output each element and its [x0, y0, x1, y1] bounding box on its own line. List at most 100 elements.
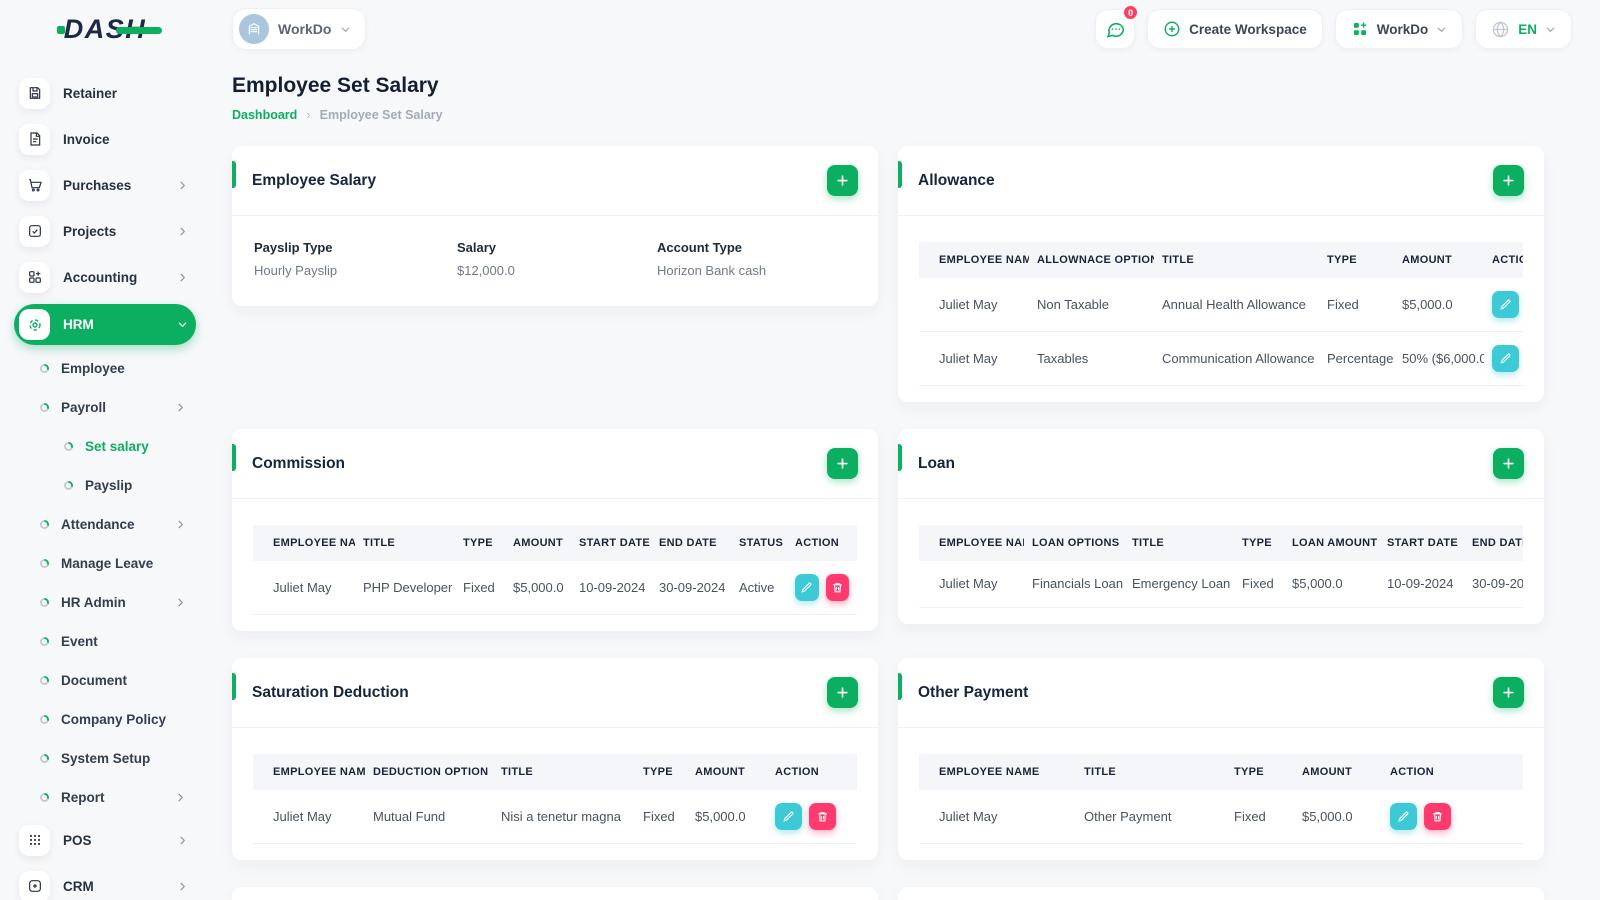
add-loan-button[interactable]	[1493, 448, 1524, 479]
sidebar-item-retainer[interactable]: Retainer	[14, 70, 196, 116]
sidebar-item-system-setup[interactable]: System Setup	[14, 739, 196, 778]
sidebar-item-document[interactable]: Document	[14, 661, 196, 700]
column-header: ACTION	[767, 754, 857, 790]
cell: Non Taxable	[1029, 278, 1154, 332]
sidebar-item-label: System Setup	[61, 751, 151, 766]
sidebar-item-label: Invoice	[63, 131, 110, 147]
workspace-selector[interactable]: WorkDo	[232, 8, 367, 50]
column-header: TITLE	[1124, 525, 1234, 561]
language-selector[interactable]: EN	[1475, 9, 1572, 49]
sidebar-item-pos[interactable]: POS	[14, 817, 196, 863]
breadcrumb-current: Employee Set Salary	[319, 107, 443, 122]
chat-icon	[1106, 22, 1124, 38]
sidebar-item-payroll[interactable]: Payroll	[14, 388, 196, 427]
plus-icon	[1503, 458, 1514, 469]
bullet-icon	[40, 520, 49, 529]
chevron-right-icon	[177, 272, 188, 283]
table-row: Juliet May Taxables Communication Allowanc…	[919, 331, 1523, 386]
delete-button[interactable]	[1424, 803, 1451, 830]
sidebar-item-event[interactable]: Event	[14, 622, 196, 661]
sidebar-item-manage-leave[interactable]: Manage Leave	[14, 544, 196, 583]
delete-button[interactable]	[825, 574, 849, 601]
bullet-icon	[40, 403, 49, 412]
card-title: Commission	[252, 454, 346, 472]
column-header: TITLE	[1154, 242, 1319, 278]
cell: $5,000.0	[505, 561, 571, 615]
cart-icon	[19, 169, 50, 201]
plus-icon	[1503, 687, 1514, 698]
column-header: DEDUCTION OPTION	[365, 754, 493, 790]
check-square-icon	[19, 215, 50, 247]
breadcrumb-dashboard-link[interactable]: Dashboard	[232, 107, 298, 122]
delete-button[interactable]	[809, 803, 836, 830]
add-allowance-button[interactable]	[1493, 165, 1524, 196]
messages-button[interactable]: 0	[1095, 4, 1140, 49]
breadcrumb-separator: ›	[306, 107, 311, 122]
employee-salary-card: Employee Salary Payslip Type Hourly Pays…	[232, 146, 878, 306]
cell: PHP Developer	[355, 561, 455, 615]
column-header: AMOUNT	[687, 754, 767, 790]
column-header: STATUS	[731, 525, 787, 561]
sidebar-item-accounting[interactable]: Accounting	[14, 254, 196, 300]
app-logo[interactable]: DASH	[0, 14, 210, 45]
sidebar-item-label: POS	[63, 832, 92, 848]
cell: Percentage	[1319, 331, 1394, 386]
workspace-menu-button[interactable]: WorkDo	[1334, 9, 1464, 49]
add-employee-salary-button[interactable]	[827, 165, 858, 196]
bullet-icon	[40, 793, 49, 802]
edit-button[interactable]	[795, 574, 819, 601]
edit-button[interactable]	[1390, 803, 1417, 830]
chevron-down-icon	[340, 24, 351, 35]
create-workspace-button[interactable]: Create Workspace	[1147, 9, 1323, 49]
cell: Financials Loan	[1024, 561, 1124, 608]
sidebar-item-set-salary[interactable]: Set salary	[14, 427, 196, 466]
company-contribution-card: Company Contribution	[898, 887, 1544, 900]
cell: Annual Health Allowance	[1154, 278, 1319, 332]
add-commission-button[interactable]	[827, 448, 858, 479]
invoice-icon	[19, 123, 50, 155]
bullet-icon	[64, 442, 73, 451]
edit-button[interactable]	[775, 803, 802, 830]
table-row: Juliet May Other Payment Fixed $5,000.0	[919, 790, 1523, 844]
edit-button[interactable]	[1492, 345, 1519, 372]
sidebar-item-label: Payroll	[61, 400, 107, 415]
add-saturation-deduction-button[interactable]	[827, 677, 858, 708]
sidebar-item-attendance[interactable]: Attendance	[14, 505, 196, 544]
globe-icon	[1492, 20, 1509, 38]
workspace-menu-label: WorkDo	[1376, 21, 1429, 37]
cell: Fixed	[1319, 278, 1394, 332]
chevron-right-icon	[177, 180, 188, 191]
cell: $5,000.0	[1294, 790, 1382, 844]
sidebar-item-purchases[interactable]: Purchases	[14, 162, 196, 208]
cell: Fixed	[455, 561, 505, 615]
chat-badge: 0	[1122, 4, 1140, 21]
sidebar-item-projects[interactable]: Projects	[14, 208, 196, 254]
field-value: Hourly Payslip	[254, 263, 338, 278]
column-header: TYPE	[1234, 525, 1284, 561]
sidebar-item-label: Employee	[61, 361, 125, 376]
sidebar-item-company-policy[interactable]: Company Policy	[14, 700, 196, 739]
sidebar-item-label: Company Policy	[61, 712, 167, 727]
column-header: TYPE	[635, 754, 687, 790]
column-header: TITLE	[355, 525, 455, 561]
column-header: EMPLOYEE NAME	[919, 242, 1029, 278]
breadcrumb: Dashboard › Employee Set Salary	[232, 107, 1544, 122]
column-header: TITLE	[493, 754, 635, 790]
sidebar-item-report[interactable]: Report	[14, 778, 196, 817]
sidebar-item-employee[interactable]: Employee	[14, 349, 196, 388]
allowance-table: EMPLOYEE NAMEALLOWNACE OPTIONTITLETYPEAM…	[919, 242, 1523, 386]
sidebar-item-hr-admin[interactable]: HR Admin	[14, 583, 196, 622]
sidebar-item-payslip[interactable]: Payslip	[14, 466, 196, 505]
add-other-payment-button[interactable]	[1493, 677, 1524, 708]
table-row: Juliet May Financials Loan Emergency Loan F…	[919, 561, 1523, 608]
cell: Juliet May	[253, 561, 355, 615]
chevron-right-icon	[175, 402, 186, 413]
edit-button[interactable]	[1492, 291, 1519, 318]
sidebar-item-crm[interactable]: CRM	[14, 863, 196, 900]
sidebar-item-invoice[interactable]: Invoice	[14, 116, 196, 162]
cell: $5,000.0	[1284, 561, 1379, 608]
chevron-right-icon	[175, 792, 186, 803]
bullet-icon	[40, 364, 49, 373]
sidebar-item-hrm[interactable]: HRM	[14, 304, 196, 345]
